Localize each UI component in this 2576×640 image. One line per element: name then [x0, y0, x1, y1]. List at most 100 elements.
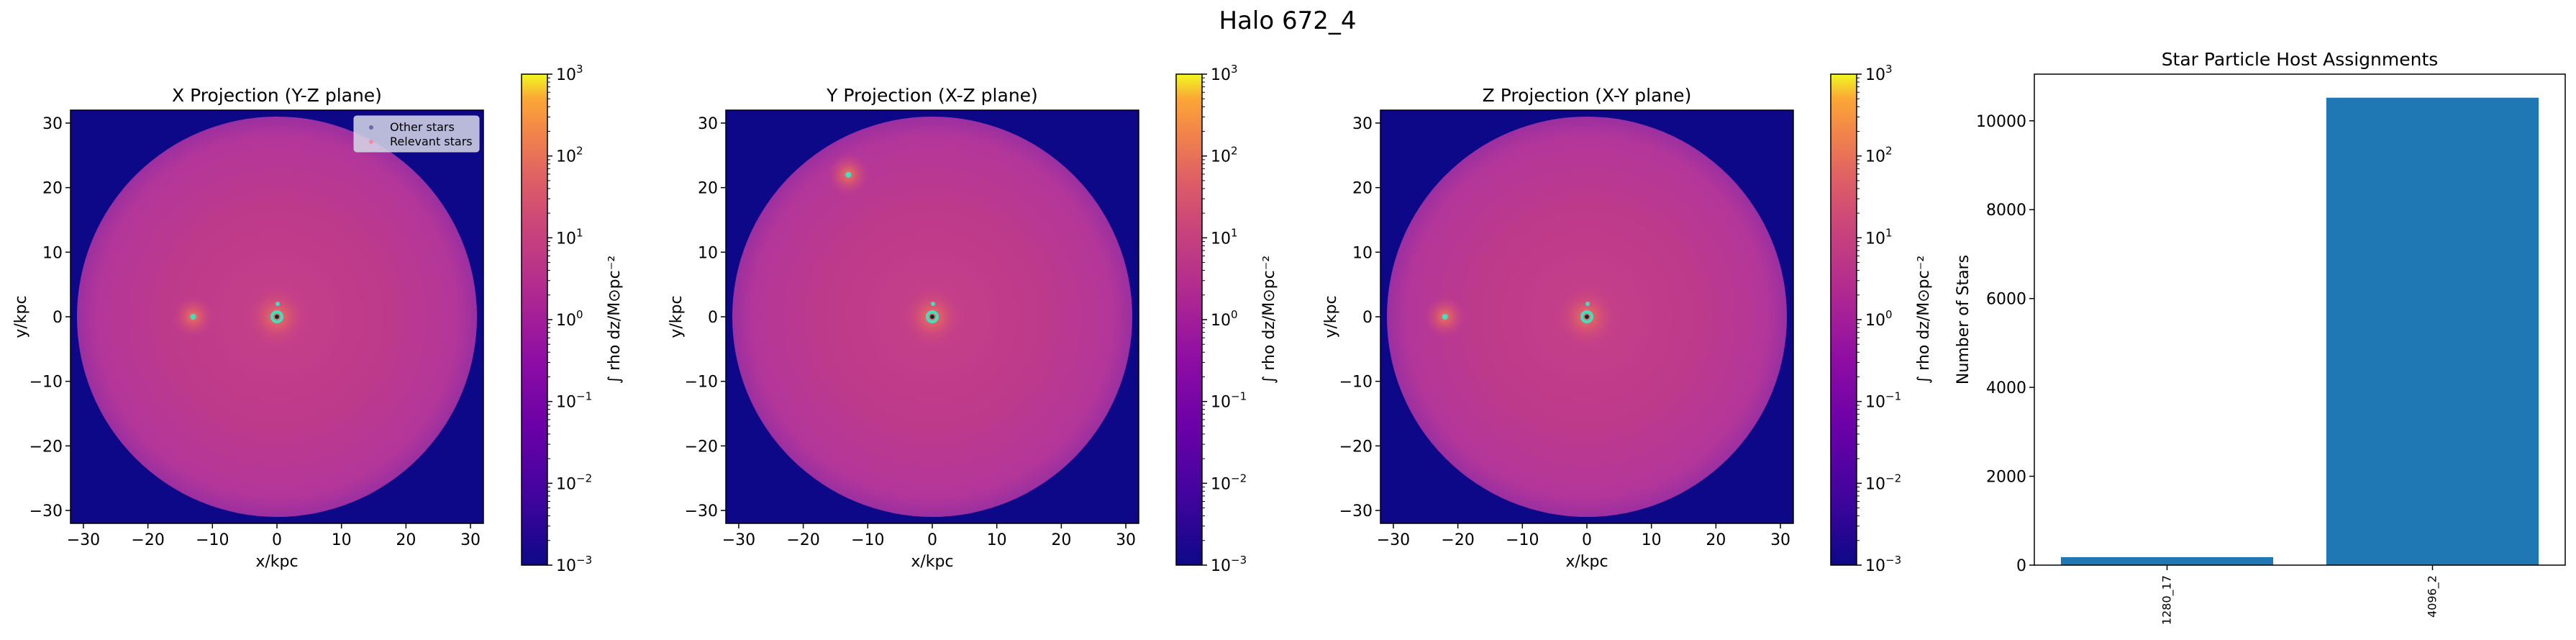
star-cluster-core: [275, 315, 279, 319]
colorbar-tick-label: 102: [1865, 145, 1893, 166]
colorbar-tick-label: 10−2: [556, 472, 592, 493]
x-tick-label: 20: [1051, 531, 1071, 549]
x-axis-label: x/kpc: [911, 553, 953, 571]
bar-chart: Star Particle Host Assignments 1280_17 409…: [1954, 49, 2566, 625]
y-axis-label: y/kpc: [1322, 295, 1340, 338]
x-tick-label: 1280_17: [2160, 575, 2175, 625]
x-tick-label: −10: [196, 531, 229, 549]
colorbar-tick-label: 100: [556, 308, 583, 330]
colorbar-tick-label: 101: [1211, 226, 1238, 248]
y-tick-label: 2000: [1986, 469, 2026, 487]
colorbar: 103 102 101 100 10−1 10−2 10−3 ∫ rho dz/M⊙pc⁻²: [521, 63, 624, 575]
star-marker: [190, 314, 196, 320]
x-axis-label: x/kpc: [1565, 553, 1608, 571]
x-tick-label: 20: [1706, 531, 1726, 549]
colorbar: 103 102 101 100 10−1 10−2 10−3 ∫ rho dz/M⊙pc⁻²: [1830, 63, 1933, 575]
colorbar-tick-label: 102: [556, 145, 583, 166]
x-tick-label: 30: [1770, 531, 1790, 549]
y-tick-label: −20: [685, 438, 718, 456]
x-tick-label: −30: [67, 531, 100, 549]
projection-panel-1: X Projection (Y-Z plane) −30−30 −20 −20 −10 −…: [12, 63, 624, 575]
legend-marker: [369, 125, 373, 130]
colorbar-tick-label: 10−2: [1865, 472, 1901, 493]
x-tick-label: −10: [851, 531, 884, 549]
y-tick-label: −20: [1339, 438, 1373, 456]
star-cluster-ring: [1580, 310, 1593, 323]
y-tick-label: −30: [29, 502, 63, 520]
projection-panel-2: Y Projection (X-Z plane) −30−30 −20 −20 −10 −…: [668, 63, 1278, 575]
x-tick-label: 20: [396, 531, 416, 549]
y-tick-label: 10000: [1976, 113, 2026, 131]
x-tick-label: −20: [131, 531, 164, 549]
colorbar: 103 102 101 100 10−1 10−2 10−3 ∫ rho dz/M⊙pc⁻²: [1175, 63, 1278, 575]
figure-title: Halo 672_4: [1219, 6, 1357, 35]
y-tick-label: 4000: [1986, 379, 2026, 397]
colorbar-tick-label: 103: [1211, 63, 1238, 84]
colorbar-tick-label: 10−3: [1865, 554, 1901, 575]
y-tick-label: −10: [29, 374, 63, 392]
star-cluster-core: [930, 315, 934, 319]
x-tick-label: 10: [332, 531, 352, 549]
bar-4096_2: [2326, 97, 2539, 566]
x-tick-label: 10: [987, 531, 1007, 549]
y-tick-label: 10: [698, 244, 718, 262]
y-tick-label: 30: [1352, 115, 1373, 133]
colorbar-tick-label: 10−3: [1211, 554, 1247, 575]
star-marker: [931, 302, 935, 306]
colorbar-tick-label: 10−2: [1211, 472, 1247, 493]
legend-entry: Other stars: [390, 120, 455, 134]
star-marker: [845, 171, 852, 178]
y-tick-label: 10: [1352, 244, 1373, 262]
colorbar-tick-label: 100: [1865, 308, 1893, 330]
bar-chart-title: Star Particle Host Assignments: [2162, 49, 2439, 70]
legend-box: [353, 115, 480, 153]
y-tick-label: 0: [53, 309, 63, 327]
y-axis-label: y/kpc: [668, 295, 686, 338]
legend-entry: Relevant stars: [390, 135, 473, 148]
star-cluster-core: [1585, 315, 1589, 319]
colorbar-tick-label: 103: [1865, 63, 1893, 84]
bar-1280_17: [2060, 556, 2274, 565]
colorbar-tick-label: 101: [1865, 226, 1893, 248]
colorbar-gradient: [1830, 73, 1857, 566]
x-tick-label: −30: [722, 531, 755, 549]
y-tick-label: 20: [42, 180, 63, 198]
colorbar-tick-label: 103: [556, 63, 583, 84]
x-tick-label: 30: [1116, 531, 1136, 549]
legend-marker: [369, 140, 373, 144]
colorbar-gradient: [1175, 73, 1203, 566]
colorbar-tick-label: 10−3: [556, 554, 592, 575]
y-tick-label: 20: [698, 180, 718, 198]
y-tick-label: −30: [685, 502, 718, 520]
x-tick-label: 30: [460, 531, 481, 549]
x-tick-label: 0: [272, 531, 282, 549]
star-marker: [276, 302, 280, 306]
star-marker: [1585, 302, 1590, 306]
x-tick-label: 10: [1642, 531, 1662, 549]
projection-panel-3: Z Projection (X-Y plane) −30−30 −20 −20 −10 −…: [1322, 63, 1933, 575]
star-cluster-ring: [926, 310, 939, 323]
bar-chart-y-label: Number of Stars: [1954, 255, 1972, 384]
colorbar-tick-label: 102: [1211, 145, 1238, 166]
x-tick-label: 0: [927, 531, 937, 549]
x-tick-label: 0: [1582, 531, 1592, 549]
x-tick-label: −30: [1377, 531, 1410, 549]
x-tick-label: −20: [786, 531, 819, 549]
bar-chart-frame: [2034, 73, 2566, 566]
y-tick-label: 6000: [1986, 291, 2026, 309]
y-tick-label: −10: [1339, 374, 1373, 392]
colorbar-tick-label: 100: [1211, 308, 1238, 330]
y-tick-label: −10: [685, 374, 718, 392]
y-tick-label: 30: [42, 115, 63, 133]
y-tick-label: 0: [708, 309, 718, 327]
y-tick-label: 10: [42, 244, 63, 262]
colorbar-label: ∫ rho dz/M⊙pc⁻²: [606, 256, 624, 384]
panel-title: Y Projection (X-Z plane): [826, 85, 1038, 106]
y-tick-label: 0: [1362, 309, 1373, 327]
y-tick-label: 0: [2016, 557, 2026, 575]
colorbar-label: ∫ rho dz/M⊙pc⁻²: [1915, 256, 1933, 384]
x-tick-label: −10: [1506, 531, 1539, 549]
y-tick-label: −20: [29, 438, 63, 456]
colorbar-label: ∫ rho dz/M⊙pc⁻²: [1260, 256, 1278, 384]
